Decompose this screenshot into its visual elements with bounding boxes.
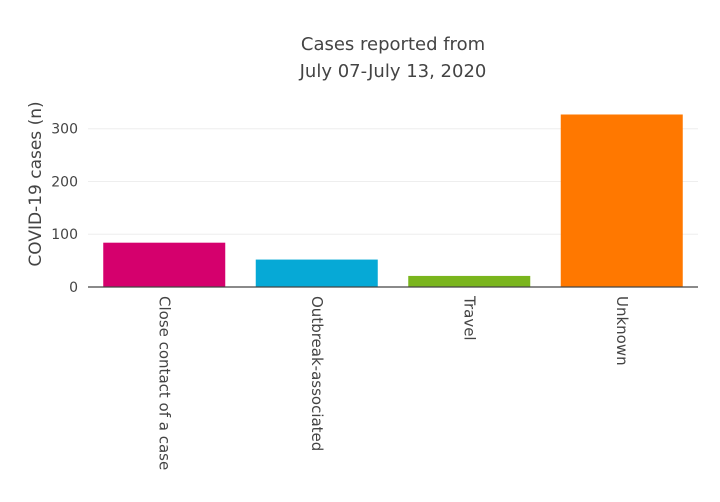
x-category-label: Travel [460, 295, 478, 341]
x-axis-category-labels: Close contact of a case Outbreak-associat… [155, 295, 631, 470]
bar-close-contact-of-a-case [103, 242, 226, 287]
y-axis-title: COVID-19 cases (n) [26, 101, 46, 266]
y-tick-label: 0 [69, 280, 78, 296]
bars [103, 114, 683, 287]
y-tick-label: 200 [51, 174, 78, 190]
bar-travel [408, 275, 531, 287]
y-axis-ticks: 0 100 200 300 [51, 122, 78, 296]
x-category-label: Outbreak-associated [308, 296, 326, 451]
chart-title-line-1: Cases reported from [301, 34, 485, 55]
chart-title: Cases reported from July 07-July 13, 202… [299, 34, 487, 82]
chart-title-line-2: July 07-July 13, 2020 [299, 61, 487, 82]
y-tick-label: 300 [51, 122, 78, 138]
x-category-label: Close contact of a case [155, 296, 173, 470]
x-category-label: Unknown [613, 296, 631, 366]
bar-outbreak-associated [255, 259, 378, 287]
bar-unknown [560, 114, 683, 287]
y-tick-label: 100 [51, 227, 78, 243]
